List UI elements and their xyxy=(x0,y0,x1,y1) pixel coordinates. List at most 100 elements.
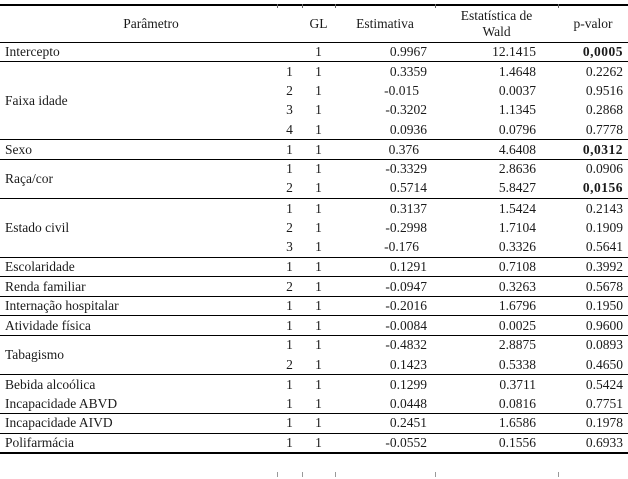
parameter-label: Sexo xyxy=(0,139,277,160)
estimate-cell: -0.015 xyxy=(384,82,420,98)
wald-statistic-cell: 0.5338 xyxy=(498,356,537,372)
pvalue-cell: 0.1950 xyxy=(558,295,628,316)
wald-statistic-cell: 0.3263 xyxy=(435,276,559,297)
gridline-tick xyxy=(302,472,303,477)
pvalue-cell: 0.5641 xyxy=(585,239,624,255)
estimate-cell: 0.3137 xyxy=(335,198,436,219)
pvalue-cell: 0.6933 xyxy=(558,432,628,453)
gl-cell: 1 xyxy=(302,198,336,219)
parameter-label: Estado civil xyxy=(0,198,277,258)
estimate-cell: 0.5714 xyxy=(389,180,428,196)
level-cell: 1 xyxy=(277,413,303,434)
table-row: Intercepto 1 0.9967 12.1415 0,0005 xyxy=(0,41,628,62)
wald-statistic-cell: 2.8875 xyxy=(435,334,559,355)
parameter-label: Escolaridade xyxy=(0,256,277,277)
estimate-cell: -0.2998 xyxy=(385,219,428,235)
pvalue-cell: 0.2143 xyxy=(558,198,628,219)
table-row: Sexo 1 1 0.376 4.6408 0,0312 xyxy=(0,139,628,160)
wald-statistic-cell: 1.6586 xyxy=(435,413,559,434)
wald-statistic-cell: 0.3711 xyxy=(435,374,559,395)
pvalue-cell: 0.3992 xyxy=(558,256,628,277)
pvalue-cell: 0.0893 xyxy=(558,334,628,355)
pvalue-cell: 0.2262 xyxy=(558,61,628,82)
pvalue-cell: 0.1909 xyxy=(585,219,624,235)
parameter-label: Renda familiar xyxy=(0,276,277,297)
gridline-tick xyxy=(335,472,336,477)
pvalue-cell: 0,0312 xyxy=(558,139,628,160)
parameter-label: Polifarmácia xyxy=(0,432,277,453)
table-row: 2 1 0.5714 5.8427 0,0156 xyxy=(0,179,628,199)
table-row: Bebida alcoólica 1 1 0.1299 0.3711 0.5424 xyxy=(0,374,628,395)
gl-cell: 1 xyxy=(315,121,322,137)
wald-statistic-cell: 0.3326 xyxy=(498,239,537,255)
gl-cell: 1 xyxy=(302,334,336,355)
gl-cell: 1 xyxy=(315,82,322,98)
gridline-tick xyxy=(302,4,303,8)
level-cell: 3 xyxy=(286,239,293,255)
level-cell: 1 xyxy=(277,334,303,355)
col-header-wald-line2: Wald xyxy=(482,23,511,39)
table-row: Incapacidade ABVD 1 1 0.0448 0.0816 0.7751 xyxy=(0,394,628,414)
level-cell: 1 xyxy=(277,139,303,160)
gl-cell: 1 xyxy=(302,413,336,434)
level-cell: 1 xyxy=(277,315,303,336)
pvalue-cell: 0.9600 xyxy=(558,315,628,336)
estimate-cell: 0.2451 xyxy=(335,413,436,434)
gridline-tick xyxy=(335,4,336,8)
table-row: Atividade física 1 1 -0.0084 0.0025 0.9600 xyxy=(0,315,628,336)
table-row: 2 1 0.1423 0.5338 0.4650 xyxy=(0,355,628,375)
col-header-wald-line1: Estatística de xyxy=(460,7,533,23)
col-header-pvalor: p-valor xyxy=(573,15,613,31)
col-header-gl: GL xyxy=(309,15,328,31)
col-header-wald: Estatística de Wald xyxy=(435,5,558,42)
gridline-tick xyxy=(435,472,436,477)
table-row: Faixa idade 1 1 0.3359 1.4648 0.2262 xyxy=(0,61,628,140)
wald-statistic-cell: 2.8636 xyxy=(435,158,559,179)
wald-statistic-cell: 4.6408 xyxy=(435,139,559,160)
table-row: 4 1 0.0936 0.0796 0.7778 xyxy=(0,120,628,140)
parameter-label: Atividade física xyxy=(0,315,277,336)
gl-cell: 1 xyxy=(302,295,336,316)
wald-statistic-cell: 0.0025 xyxy=(435,315,559,336)
estimate-cell: -0.2016 xyxy=(335,295,436,316)
estimate-cell: -0.3329 xyxy=(335,158,436,179)
parameter-label: Internação hospitalar xyxy=(0,295,277,316)
level-cell: 1 xyxy=(277,158,303,179)
estimate-cell: -0.0084 xyxy=(335,315,436,336)
level-cell: 1 xyxy=(277,374,303,395)
pvalue-cell: 0.9516 xyxy=(585,82,624,98)
gl-cell: 1 xyxy=(315,180,322,196)
wald-statistic-cell: 1.4648 xyxy=(435,61,559,82)
estimate-cell: 0.3359 xyxy=(335,61,436,82)
wald-statistic-cell: 5.8427 xyxy=(498,180,537,196)
table-row: Tabagismo 1 1 -0.4832 2.8875 0.0893 xyxy=(0,334,628,375)
wald-statistic-cell: 0.0816 xyxy=(498,395,537,411)
estimate-cell: -0.4832 xyxy=(335,334,436,355)
gridline-tick xyxy=(435,4,436,8)
pvalue-cell: 0.4650 xyxy=(585,356,624,372)
estimate-cell: -0.3202 xyxy=(385,102,428,118)
wald-statistic-cell: 1.1345 xyxy=(498,102,537,118)
table-row: 2 1 -0.015 0.0037 0.9516 xyxy=(0,81,628,101)
gl-cell: 1 xyxy=(302,256,336,277)
col-header-estimativa: Estimativa xyxy=(356,15,414,31)
wald-statistic-cell: 0.0796 xyxy=(498,121,537,137)
pvalue-cell: 0.0906 xyxy=(558,158,628,179)
gl-cell: 1 xyxy=(302,315,336,336)
pvalue-cell: 0.7778 xyxy=(585,121,624,137)
gl-cell: 1 xyxy=(315,102,322,118)
gridline-tick xyxy=(558,472,559,477)
table-row: Raça/cor 1 1 -0.3329 2.8636 0.0906 xyxy=(0,158,628,199)
estimate-cell: 0.1423 xyxy=(389,356,428,372)
estimate-cell: 0.9967 xyxy=(335,41,436,62)
gl-cell: 1 xyxy=(302,61,336,82)
level-cell: 1 xyxy=(277,256,303,277)
estimate-cell: -0.0947 xyxy=(335,276,436,297)
level-cell: 2 xyxy=(286,82,293,98)
gl-cell: 1 xyxy=(315,219,322,235)
pvalue-cell: 0.2868 xyxy=(585,102,624,118)
estimate-cell: 0.1299 xyxy=(335,374,436,395)
table-row: Internação hospitalar 1 1 -0.2016 1.6796 0.19… xyxy=(0,295,628,316)
table-row: Incapacidade AIVD 1 1 0.2451 1.6586 0.1978 xyxy=(0,413,628,434)
level-cell: 3 xyxy=(286,102,293,118)
